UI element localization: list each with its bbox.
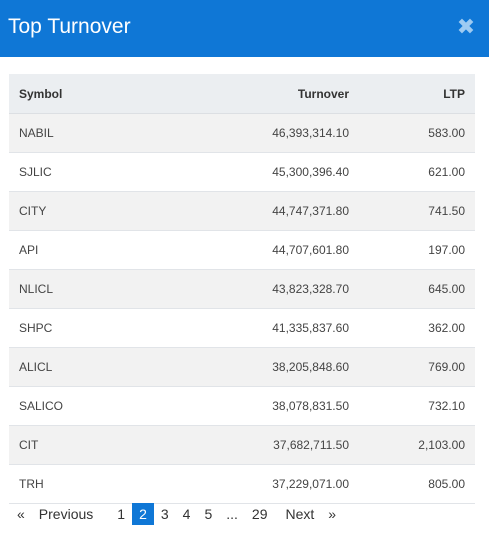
cell-symbol: CITY <box>9 191 179 231</box>
table-row: SALICO 38,078,831.50 732.10 <box>9 386 475 426</box>
page-link-3[interactable]: 3 <box>160 506 169 522</box>
cell-symbol: NLICL <box>9 269 179 309</box>
cell-symbol: SJLIC <box>9 152 179 192</box>
table-row: API 44,707,601.80 197.00 <box>9 230 475 270</box>
page-link-2-active[interactable]: 2 <box>132 503 154 525</box>
cell-ltp: 583.00 <box>359 113 475 153</box>
cell-symbol: CIT <box>9 425 179 465</box>
column-header-symbol[interactable]: Symbol <box>9 74 179 114</box>
modal-title: Top Turnover <box>8 15 131 38</box>
table-row: NLICL 43,823,328.70 645.00 <box>9 269 475 309</box>
page-link-4[interactable]: 4 <box>182 506 191 522</box>
table-row: SJLIC 45,300,396.40 621.00 <box>9 152 475 192</box>
table-row: ALICL 38,205,848.60 769.00 <box>9 347 475 387</box>
table-row: TRH 37,229,071.00 805.00 <box>9 464 475 504</box>
cell-turnover: 44,747,371.80 <box>179 191 359 231</box>
table-row: SHPC 41,335,837.60 362.00 <box>9 308 475 348</box>
cell-turnover: 37,229,071.00 <box>179 464 359 504</box>
cell-turnover: 38,078,831.50 <box>179 386 359 426</box>
cell-turnover: 41,335,837.60 <box>179 308 359 348</box>
table-header-row: Symbol Turnover LTP <box>9 74 475 114</box>
cell-symbol: NABIL <box>9 113 179 153</box>
cell-ltp: 197.00 <box>359 230 475 270</box>
previous-page-link[interactable]: Previous <box>38 506 94 522</box>
cell-turnover: 37,682,711.50 <box>179 425 359 465</box>
cell-ltp: 2,103.00 <box>359 425 475 465</box>
cell-symbol: API <box>9 230 179 270</box>
pagination: « Previous 1 2 3 4 5 ... 29 Next » <box>10 502 343 526</box>
cell-turnover: 46,393,314.10 <box>179 113 359 153</box>
modal-header: Top Turnover ✖ <box>0 0 489 57</box>
cell-ltp: 769.00 <box>359 347 475 387</box>
cell-symbol: SHPC <box>9 308 179 348</box>
next-arrow-icon[interactable]: » <box>328 506 337 522</box>
table-row: CITY 44,747,371.80 741.50 <box>9 191 475 231</box>
cell-ltp: 805.00 <box>359 464 475 504</box>
cell-ltp: 645.00 <box>359 269 475 309</box>
close-icon[interactable]: ✖ <box>456 14 476 39</box>
cell-turnover: 38,205,848.60 <box>179 347 359 387</box>
table-row: CIT 37,682,711.50 2,103.00 <box>9 425 475 465</box>
cell-turnover: 44,707,601.80 <box>179 230 359 270</box>
column-header-turnover[interactable]: Turnover <box>179 74 359 114</box>
page-link-1[interactable]: 1 <box>117 506 126 522</box>
turnover-table: Symbol Turnover LTP NABIL 46,393,314.10 … <box>9 74 475 504</box>
cell-ltp: 741.50 <box>359 191 475 231</box>
cell-ltp: 732.10 <box>359 386 475 426</box>
turnover-table-container: Symbol Turnover LTP NABIL 46,393,314.10 … <box>9 74 475 504</box>
pagination-ellipsis: ... <box>226 506 238 522</box>
column-header-ltp[interactable]: LTP <box>359 74 475 114</box>
cell-symbol: SALICO <box>9 386 179 426</box>
page-link-29[interactable]: 29 <box>251 506 268 522</box>
cell-turnover: 43,823,328.70 <box>179 269 359 309</box>
previous-arrow-icon[interactable]: « <box>17 506 25 522</box>
cell-ltp: 621.00 <box>359 152 475 192</box>
cell-symbol: TRH <box>9 464 179 504</box>
next-page-link[interactable]: Next <box>285 506 315 522</box>
page-link-5[interactable]: 5 <box>204 506 213 522</box>
cell-symbol: ALICL <box>9 347 179 387</box>
cell-ltp: 362.00 <box>359 308 475 348</box>
cell-turnover: 45,300,396.40 <box>179 152 359 192</box>
table-row: NABIL 46,393,314.10 583.00 <box>9 113 475 153</box>
